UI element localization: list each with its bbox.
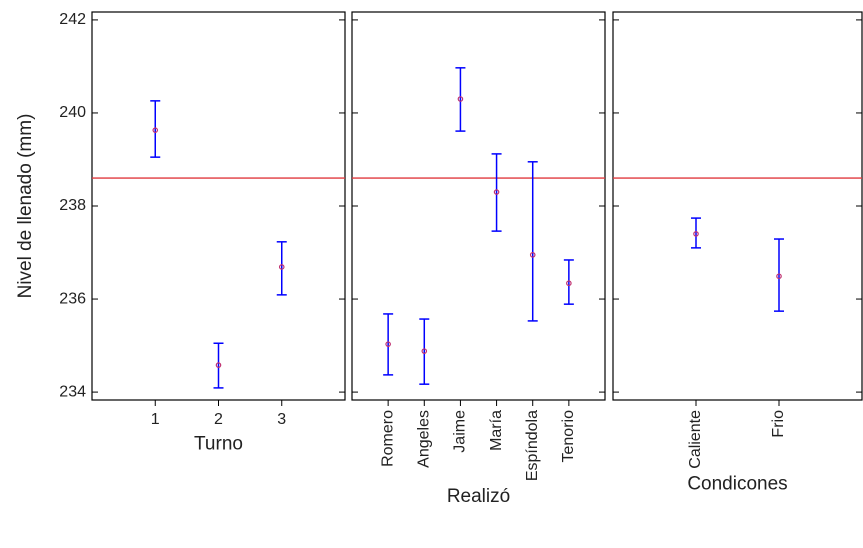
mean-marker — [776, 273, 782, 280]
x-tick-label: Espíndola — [524, 410, 541, 481]
mean-marker — [693, 231, 699, 237]
mean-marker — [215, 362, 222, 368]
x-tick-label: Caliente — [687, 410, 704, 469]
y-tick-label: 242 — [59, 11, 86, 28]
x-tick-label: Jaime — [452, 410, 469, 453]
x-tick-label: 2 — [214, 411, 223, 428]
x-tick-label: 3 — [277, 411, 286, 428]
mean-marker — [457, 96, 464, 102]
mean-marker — [385, 341, 391, 347]
x-tick-label: Angeles — [416, 410, 433, 468]
mean-marker — [278, 264, 285, 270]
x-tick-label: Romero — [379, 410, 396, 467]
x-tick-label: Frio — [770, 410, 787, 438]
mean-marker — [529, 252, 536, 258]
y-tick-label: 236 — [59, 290, 86, 307]
x-tick-label: Tenorio — [560, 410, 577, 463]
y-tick-label: 234 — [59, 383, 86, 400]
y-tick-label: 238 — [59, 197, 86, 214]
y-tick-label: 240 — [59, 104, 86, 121]
x-tick-label: María — [488, 410, 505, 451]
x-tick-label: 1 — [151, 411, 160, 428]
panel-frame — [351, 11, 606, 401]
mean-marker — [152, 127, 159, 133]
mean-marker — [421, 348, 428, 354]
mean-marker — [566, 280, 572, 287]
y-axis-label: Nivel de llenado (mm) — [15, 114, 36, 299]
x-axis-label: Condicones — [687, 474, 787, 495]
panel-frame — [612, 11, 863, 401]
panel-frame — [91, 11, 346, 401]
mean-marker — [493, 189, 500, 195]
x-axis-label: Realizó — [447, 486, 510, 507]
x-axis-label: Turno — [194, 433, 243, 454]
